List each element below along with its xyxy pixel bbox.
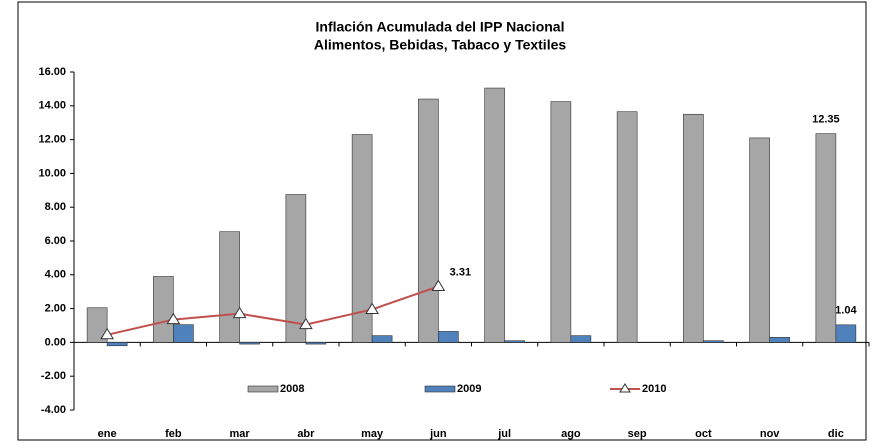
marker bbox=[365, 302, 380, 314]
bar bbox=[305, 342, 327, 345]
bar bbox=[683, 113, 704, 343]
data-label: 1.04 bbox=[835, 305, 857, 317]
bar bbox=[504, 340, 525, 343]
marker bbox=[100, 327, 115, 340]
x-tick-label: nov bbox=[760, 428, 780, 440]
legend-label: 2010 bbox=[642, 383, 666, 395]
x-tick-label: oct bbox=[695, 428, 712, 440]
legend-label: 2009 bbox=[457, 383, 481, 395]
bar bbox=[484, 87, 505, 343]
x-tick-label: jul bbox=[497, 428, 511, 440]
legend-swatch bbox=[247, 385, 279, 393]
bar bbox=[285, 194, 307, 343]
chart-title: Inflación Acumulada del IPP Nacional bbox=[316, 19, 565, 35]
line bbox=[106, 285, 439, 336]
y-tick-label: 8.00 bbox=[45, 201, 66, 213]
x-tick-label: mar bbox=[230, 428, 251, 440]
bar bbox=[173, 324, 194, 343]
y-tick-label: 2.00 bbox=[45, 303, 66, 315]
x-tick-label: may bbox=[361, 428, 384, 440]
bar bbox=[86, 307, 108, 343]
marker bbox=[431, 279, 446, 291]
x-tick-label: abr bbox=[297, 428, 315, 440]
marker bbox=[166, 312, 181, 325]
bar bbox=[769, 337, 790, 343]
bar bbox=[219, 231, 240, 343]
marker bbox=[232, 306, 247, 319]
y-tick-label: 4.00 bbox=[45, 269, 66, 281]
bar bbox=[550, 101, 572, 343]
x-tick-label: ene bbox=[98, 428, 117, 440]
bar bbox=[351, 134, 373, 343]
y-tick-label: 10.00 bbox=[38, 167, 66, 179]
bar bbox=[749, 137, 770, 343]
y-tick-label: 12.00 bbox=[38, 134, 66, 146]
bar bbox=[570, 335, 592, 343]
bar bbox=[616, 111, 638, 343]
bar bbox=[153, 276, 174, 343]
bar bbox=[438, 331, 459, 343]
bar bbox=[239, 342, 260, 345]
y-tick-label: -4.00 bbox=[41, 404, 66, 416]
bar bbox=[106, 342, 128, 347]
x-tick-label: feb bbox=[165, 428, 182, 440]
y-tick-label: 0.00 bbox=[45, 336, 66, 348]
data-label: 12.35 bbox=[812, 114, 840, 126]
bar bbox=[835, 324, 857, 343]
y-tick-label: 14.00 bbox=[38, 100, 66, 112]
x-tick-label: sep bbox=[628, 428, 647, 440]
x-tick-label: jun bbox=[429, 428, 447, 440]
y-tick-label: 6.00 bbox=[45, 235, 66, 247]
y-tick-label: 16.00 bbox=[38, 66, 66, 78]
bar bbox=[418, 98, 439, 343]
y-tick-label: -2.00 bbox=[41, 370, 66, 382]
x-tick-label: ago bbox=[561, 428, 581, 440]
bar bbox=[371, 335, 393, 343]
bar bbox=[815, 133, 837, 343]
legend-swatch bbox=[424, 385, 456, 393]
data-label: 3.31 bbox=[450, 266, 471, 278]
x-tick-label: dic bbox=[828, 428, 844, 440]
marker bbox=[298, 317, 313, 330]
legend-label: 2008 bbox=[280, 383, 304, 395]
legend-swatch bbox=[619, 383, 631, 393]
chart-frame bbox=[17, 1, 867, 441]
bar bbox=[703, 340, 724, 343]
chart-subtitle: Alimentos, Bebidas, Tabaco y Textiles bbox=[314, 37, 567, 53]
